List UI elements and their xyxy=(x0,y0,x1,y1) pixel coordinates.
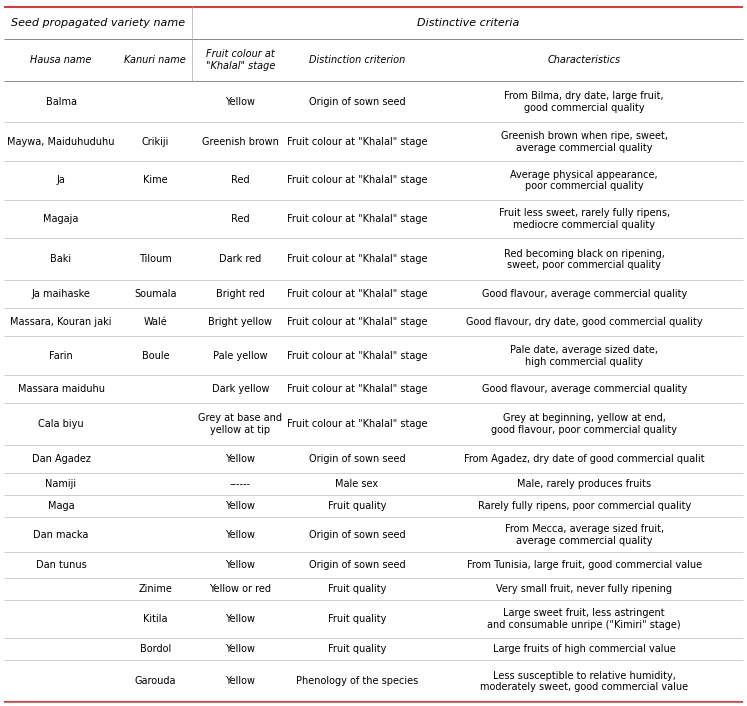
Text: Fruit colour at "Khalal" stage: Fruit colour at "Khalal" stage xyxy=(287,419,427,429)
Text: Grey at beginning, yellow at end,
good flavour, poor commercial quality: Grey at beginning, yellow at end, good f… xyxy=(492,413,678,435)
Text: Male sex: Male sex xyxy=(335,479,379,489)
Text: Hausa name: Hausa name xyxy=(31,55,92,65)
Text: Soumala: Soumala xyxy=(134,289,176,299)
Text: Yellow or red: Yellow or red xyxy=(209,584,271,594)
Text: Maga: Maga xyxy=(48,501,75,511)
Text: Seed propagated variety name: Seed propagated variety name xyxy=(11,18,185,28)
Text: Bright red: Bright red xyxy=(216,289,264,299)
Text: Yellow: Yellow xyxy=(226,560,255,570)
Text: Baki: Baki xyxy=(51,254,72,265)
Text: Garouda: Garouda xyxy=(134,676,176,686)
Text: Fruit colour at "Khalal" stage: Fruit colour at "Khalal" stage xyxy=(287,254,427,265)
Text: Red becoming black on ripening,
sweet, poor commercial quality: Red becoming black on ripening, sweet, p… xyxy=(503,249,665,270)
Text: Male, rarely produces fruits: Male, rarely produces fruits xyxy=(517,479,651,489)
Text: Pale date, average sized date,
high commercial quality: Pale date, average sized date, high comm… xyxy=(510,345,658,366)
Text: Yellow: Yellow xyxy=(226,530,255,540)
Text: Good flavour, average commercial quality: Good flavour, average commercial quality xyxy=(482,289,687,299)
Text: From Bilma, dry date, large fruit,
good commercial quality: From Bilma, dry date, large fruit, good … xyxy=(504,91,664,112)
Text: Greenish brown when ripe, sweet,
average commercial quality: Greenish brown when ripe, sweet, average… xyxy=(500,131,668,152)
Text: Massara maiduhu: Massara maiduhu xyxy=(17,384,105,394)
Text: Yellow: Yellow xyxy=(226,501,255,511)
Text: Grey at base and
yellow at tip: Grey at base and yellow at tip xyxy=(199,413,282,435)
Text: Fruit colour at "Khalal" stage: Fruit colour at "Khalal" stage xyxy=(287,289,427,299)
Text: Fruit colour at "Khalal" stage: Fruit colour at "Khalal" stage xyxy=(287,384,427,394)
Text: Boule: Boule xyxy=(141,351,169,361)
Text: Yellow: Yellow xyxy=(226,676,255,686)
Text: Zinime: Zinime xyxy=(138,584,173,594)
Text: Origin of sown seed: Origin of sown seed xyxy=(309,454,405,464)
Text: Fruit colour at "Khalal" stage: Fruit colour at "Khalal" stage xyxy=(287,175,427,186)
Text: Farin: Farin xyxy=(49,351,73,361)
Text: Large sweet fruit, less astringent
and consumable unripe ("Kimiri" stage): Large sweet fruit, less astringent and c… xyxy=(488,609,681,630)
Text: Origin of sown seed: Origin of sown seed xyxy=(309,560,405,570)
Text: Balma: Balma xyxy=(46,97,76,107)
Text: Yellow: Yellow xyxy=(226,97,255,107)
Text: Massara, Kouran jaki: Massara, Kouran jaki xyxy=(10,318,112,328)
Text: Fruit colour at "Khalal" stage: Fruit colour at "Khalal" stage xyxy=(287,137,427,147)
Text: Origin of sown seed: Origin of sown seed xyxy=(309,97,405,107)
Text: Red: Red xyxy=(231,175,249,186)
Text: Dan macka: Dan macka xyxy=(34,530,89,540)
Text: Ja: Ja xyxy=(57,175,66,186)
Text: Good flavour, dry date, good commercial quality: Good flavour, dry date, good commercial … xyxy=(466,318,703,328)
Text: Kitila: Kitila xyxy=(143,614,167,624)
Text: Yellow: Yellow xyxy=(226,454,255,464)
Text: Origin of sown seed: Origin of sown seed xyxy=(309,530,405,540)
Text: Good flavour, average commercial quality: Good flavour, average commercial quality xyxy=(482,384,687,394)
Text: Yellow: Yellow xyxy=(226,645,255,654)
Text: Average physical appearance,
poor commercial quality: Average physical appearance, poor commer… xyxy=(510,169,658,191)
Text: Pale yellow: Pale yellow xyxy=(213,351,267,361)
Text: Fruit colour at
"Khalal" stage: Fruit colour at "Khalal" stage xyxy=(205,49,275,71)
Text: Fruit colour at "Khalal" stage: Fruit colour at "Khalal" stage xyxy=(287,214,427,224)
Text: Distinction criterion: Distinction criterion xyxy=(309,55,405,65)
Text: Red: Red xyxy=(231,214,249,224)
Text: Fruit quality: Fruit quality xyxy=(328,501,386,511)
Text: Large fruits of high commercial value: Large fruits of high commercial value xyxy=(493,645,675,654)
Text: Yellow: Yellow xyxy=(226,614,255,624)
Text: Greenish brown: Greenish brown xyxy=(202,137,279,147)
Text: ------: ------ xyxy=(230,479,251,489)
Text: Characteristics: Characteristics xyxy=(548,55,621,65)
Text: Kanuri name: Kanuri name xyxy=(125,55,186,65)
Text: From Mecca, average sized fruit,
average commercial quality: From Mecca, average sized fruit, average… xyxy=(505,524,664,546)
Text: Magaja: Magaja xyxy=(43,214,78,224)
Text: Bordol: Bordol xyxy=(140,645,171,654)
Text: Dan tunus: Dan tunus xyxy=(36,560,87,570)
Text: Dark yellow: Dark yellow xyxy=(211,384,269,394)
Text: Rarely fully ripens, poor commercial quality: Rarely fully ripens, poor commercial qua… xyxy=(477,501,691,511)
Text: Kime: Kime xyxy=(143,175,167,186)
Text: From Tunisia, large fruit, good commercial value: From Tunisia, large fruit, good commerci… xyxy=(467,560,702,570)
Text: Less susceptible to relative humidity,
moderately sweet, good commercial value: Less susceptible to relative humidity, m… xyxy=(480,671,688,693)
Text: Maywa, Maiduhuduhu: Maywa, Maiduhuduhu xyxy=(7,137,115,147)
Text: Fruit less sweet, rarely fully ripens,
mediocre commercial quality: Fruit less sweet, rarely fully ripens, m… xyxy=(499,208,670,230)
Text: Walé: Walé xyxy=(143,318,167,328)
Text: Fruit quality: Fruit quality xyxy=(328,584,386,594)
Text: Dan Agadez: Dan Agadez xyxy=(31,454,90,464)
Text: Distinctive criteria: Distinctive criteria xyxy=(417,18,519,28)
Text: Very small fruit, never fully ripening: Very small fruit, never fully ripening xyxy=(496,584,672,594)
Text: Tiloum: Tiloum xyxy=(139,254,172,265)
Text: Phenology of the species: Phenology of the species xyxy=(296,676,418,686)
Text: Fruit colour at "Khalal" stage: Fruit colour at "Khalal" stage xyxy=(287,351,427,361)
Text: Namiji: Namiji xyxy=(46,479,77,489)
Text: Dark red: Dark red xyxy=(220,254,261,265)
Text: Crikiji: Crikiji xyxy=(142,137,169,147)
Text: Fruit quality: Fruit quality xyxy=(328,614,386,624)
Text: Fruit colour at "Khalal" stage: Fruit colour at "Khalal" stage xyxy=(287,318,427,328)
Text: Bright yellow: Bright yellow xyxy=(208,318,273,328)
Text: Fruit quality: Fruit quality xyxy=(328,645,386,654)
Text: Cala biyu: Cala biyu xyxy=(38,419,84,429)
Text: Ja maihaske: Ja maihaske xyxy=(31,289,90,299)
Text: From Agadez, dry date of good commercial qualit: From Agadez, dry date of good commercial… xyxy=(464,454,704,464)
